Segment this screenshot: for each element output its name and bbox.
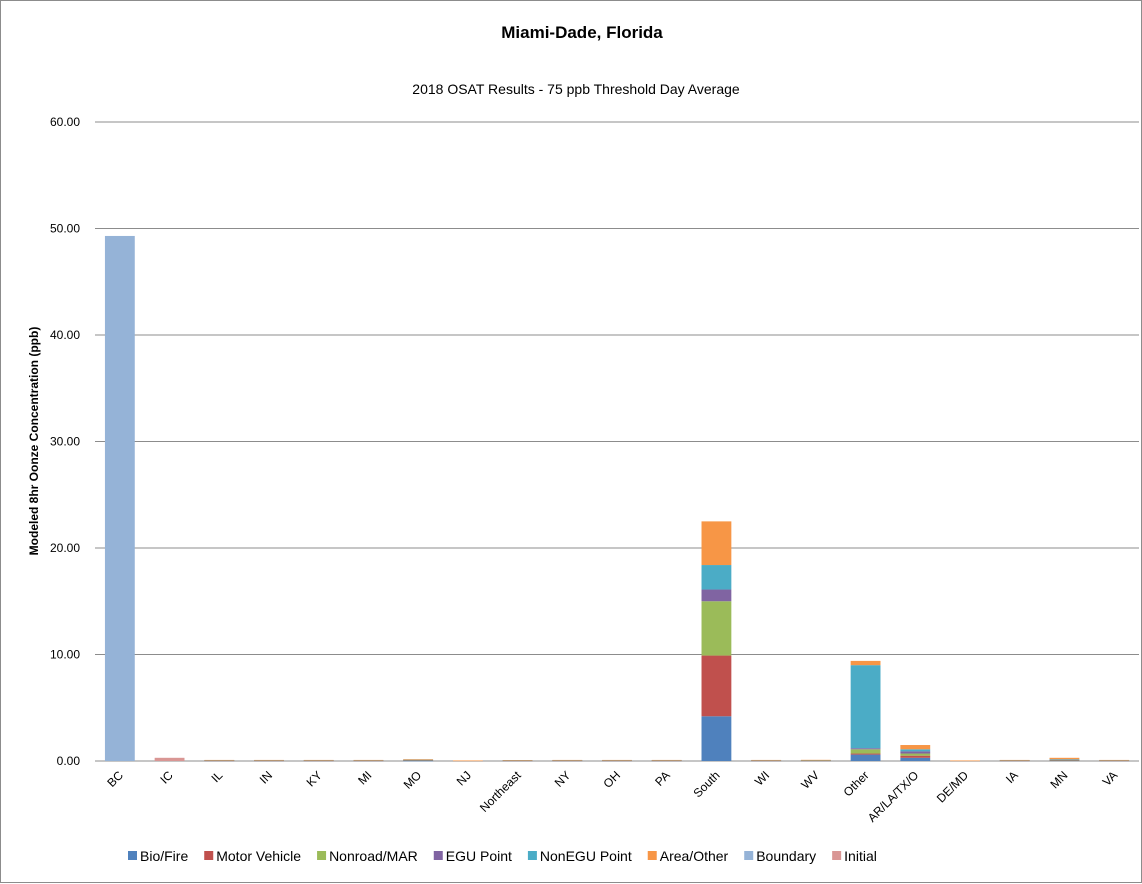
legend-label: Bio/Fire (140, 848, 188, 864)
bar-segment-bio-fire (403, 760, 434, 762)
bar-segment-nonroad-mar (403, 760, 434, 761)
bar-segment-motor-vehicle (701, 655, 732, 717)
bar-segment-nonegu-point (403, 759, 434, 761)
bar-segment-bio-fire (1049, 760, 1080, 762)
bar-segment-area-other (303, 759, 334, 761)
bar-segment-area-other (651, 759, 682, 761)
y-tick-label: 40.00 (50, 328, 80, 342)
x-tick-label: IA (1003, 768, 1021, 786)
legend-swatch (128, 851, 137, 860)
legend-swatch (317, 851, 327, 860)
bar-segment-area-other (950, 760, 980, 762)
legend-swatch (433, 851, 443, 860)
y-tick-label: 20.00 (50, 541, 80, 555)
gridlines (95, 121, 1139, 762)
bar-segment-area-other (552, 759, 583, 761)
x-tick-label: AR/LA/TX/O (865, 768, 922, 825)
legend-swatch (527, 851, 537, 860)
bar-segment-bio-fire (850, 754, 881, 761)
x-tick-label: MO (401, 768, 425, 792)
bar-segment-motor-vehicle (900, 755, 931, 758)
legend-swatch (204, 851, 214, 860)
bar-segment-nonroad-mar (900, 753, 931, 756)
x-tick-label: NY (552, 768, 574, 790)
bar-segment-nonegu-point (850, 665, 881, 749)
x-tick-label: Other (841, 768, 872, 799)
bar-segment-area-other (900, 745, 931, 750)
bar-segment-area-other (701, 521, 732, 566)
x-tick-label: PA (652, 768, 673, 789)
x-tick-label: DE/MD (934, 768, 971, 805)
legend-label: Motor Vehicle (216, 848, 301, 864)
y-tick-label: 60.00 (50, 115, 80, 129)
x-tick-label: NJ (454, 768, 474, 788)
bar-segment-area-other (353, 759, 384, 761)
bar-segment-area-other (254, 759, 284, 761)
chart-subtitle: 2018 OSAT Results - 75 ppb Threshold Day… (412, 81, 740, 97)
x-tick-labels: BC IC IL IN KY MI MO NJ Northeast NY OH PA South WI WV… (104, 768, 1120, 825)
bar-segment-area-other (602, 759, 632, 761)
y-tick-label: 30.00 (50, 435, 80, 449)
bar-segment-area-other (850, 660, 881, 666)
bar-segment-initial (154, 757, 185, 761)
bar-segment-egu-point (900, 751, 931, 754)
x-tick-label: VA (1100, 768, 1121, 789)
x-tick-label: South (690, 768, 722, 800)
x-tick-label: IN (257, 768, 275, 786)
bar-segment-area-other (999, 759, 1030, 761)
legend-swatch (832, 851, 842, 860)
bar-segment-egu-point (701, 589, 732, 602)
y-tick-label: 50.00 (50, 222, 80, 236)
legend-label: Boundary (756, 848, 816, 864)
x-tick-label: WV (798, 768, 822, 792)
chart-title: Miami-Dade, Florida (501, 23, 663, 42)
legend-swatch (744, 851, 754, 860)
x-tick-label: MN (1047, 768, 1070, 791)
y-tick-label: 0.00 (57, 754, 81, 768)
bar-segment-boundary (104, 235, 135, 761)
bar-segment-area-other (452, 760, 483, 762)
bar-segment-area-other (1049, 757, 1080, 760)
x-tick-label: Northeast (477, 768, 524, 815)
bar-segment-nonroad-mar (1049, 759, 1080, 761)
bar-segment-nonroad-mar (800, 760, 831, 762)
x-tick-label: IL (208, 768, 225, 785)
x-tick-label: MI (355, 768, 374, 787)
bar-segment-area-other (403, 759, 434, 760)
x-tick-label: KY (304, 768, 325, 789)
bar-segment-area-other (502, 760, 533, 761)
legend-swatch (647, 851, 657, 860)
y-tick-label: 10.00 (50, 648, 80, 662)
bar-segment-area-other (204, 759, 235, 761)
x-tick-label: IC (157, 768, 176, 787)
bar-segment-nonroad-mar (850, 749, 881, 754)
bar-segment-egu-point (850, 748, 881, 750)
x-tick-label: WI (752, 768, 772, 788)
bar-segment-nonegu-point (900, 749, 931, 752)
bar-segment-area-other (751, 759, 782, 761)
bars (104, 235, 1130, 762)
legend-label: Nonroad/MAR (329, 848, 418, 864)
y-axis-label: Modeled 8hr Oonze Concentration (ppb) (27, 327, 41, 556)
bar-segment-area-other (800, 759, 831, 761)
legend: Bio/Fire Motor Vehicle Nonroad/MAR EGU Poin… (128, 848, 877, 864)
x-tick-label: OH (600, 768, 623, 791)
legend-label: Initial (844, 848, 877, 864)
bar-segment-bio-fire (900, 757, 931, 761)
legend-label: NonEGU Point (540, 848, 632, 864)
bar-segment-nonegu-point (1049, 759, 1080, 760)
bar-segment-motor-vehicle (850, 753, 881, 755)
bar-segment-motor-vehicle (1049, 760, 1080, 761)
x-tick-label: BC (104, 768, 126, 790)
bar-segment-nonegu-point (701, 565, 732, 590)
legend-label: Area/Other (660, 848, 729, 864)
bar-segment-area-other (1099, 759, 1130, 761)
bar-segment-bio-fire (701, 716, 732, 761)
y-tick-labels: 0.00 10.00 20.00 30.00 40.00 50.00 60.00 (50, 115, 80, 768)
legend-label: EGU Point (446, 848, 512, 864)
bar-segment-nonroad-mar (701, 601, 732, 656)
